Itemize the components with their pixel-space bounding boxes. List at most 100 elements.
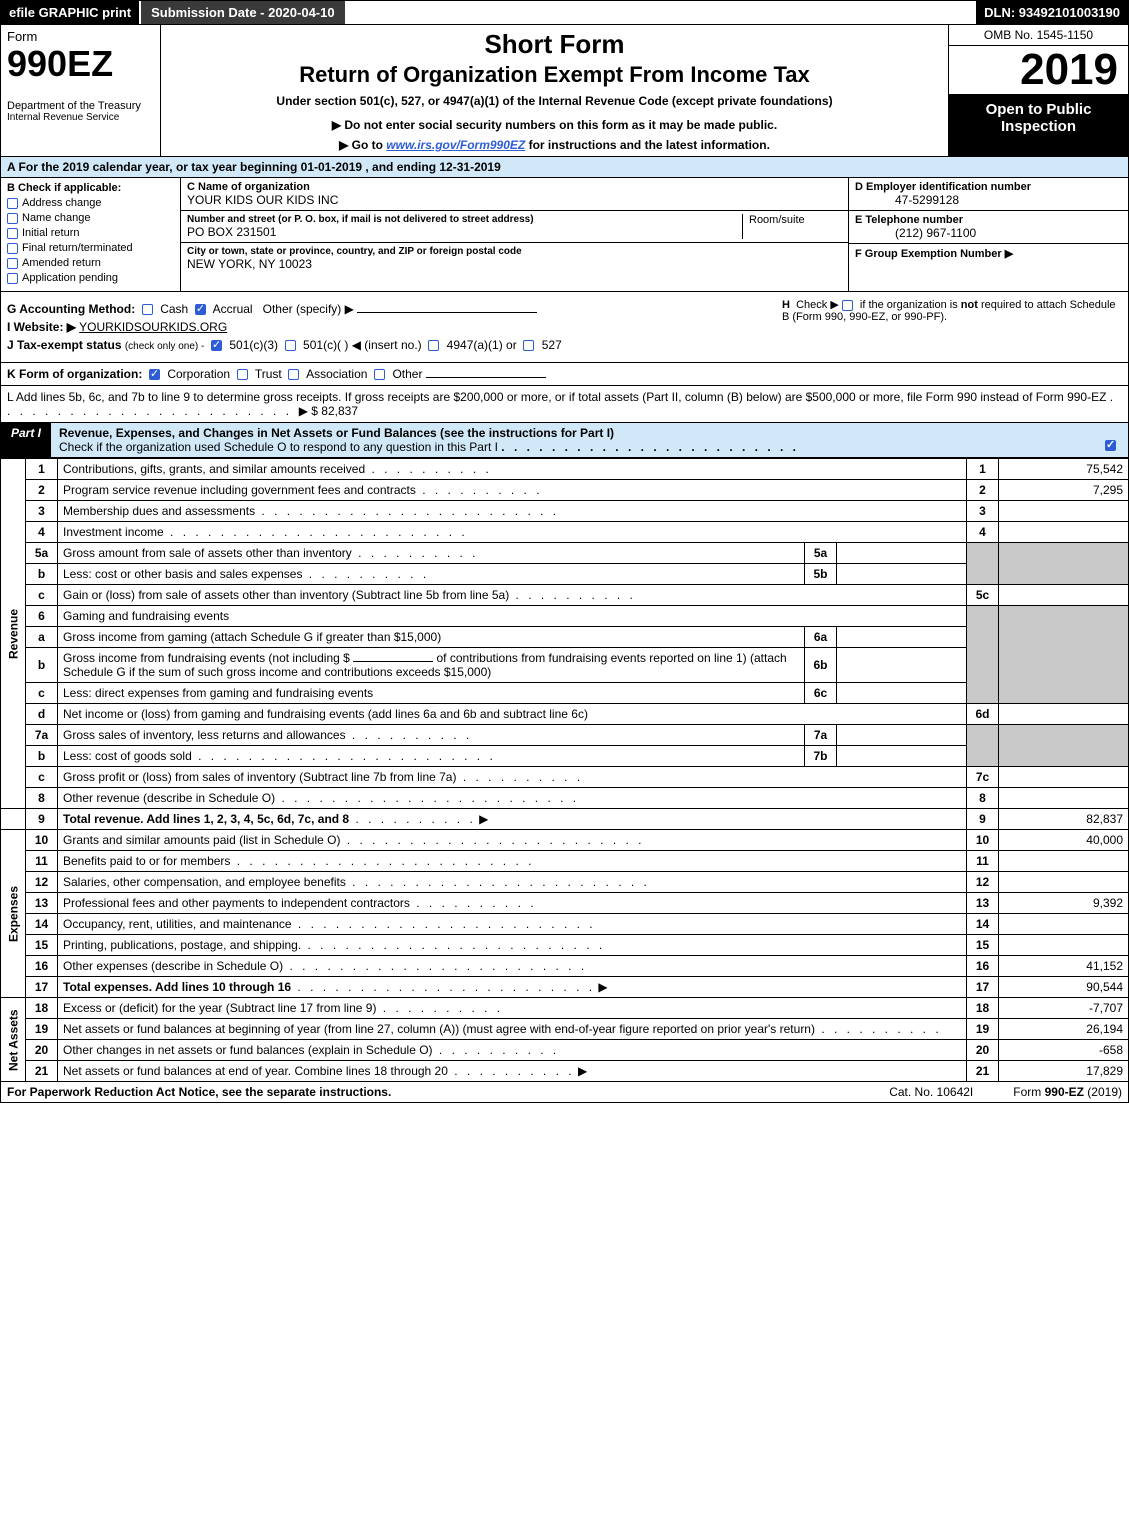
gross-receipts-value: $ 82,837 [311,404,358,418]
org-name-label: C Name of organization [187,181,338,193]
line-1-ref: 1 [967,459,999,480]
checkbox-icon[interactable] [7,243,18,254]
section-e: E Telephone number (212) 967-1100 [849,211,1128,244]
accounting-method-label: G Accounting Method: [7,302,135,316]
line-14-value [999,914,1129,935]
line-7b-inner-value [837,746,967,767]
line-16: 16 Other expenses (describe in Schedule … [1,956,1129,977]
org-name-value: YOUR KIDS OUR KIDS INC [187,193,338,207]
org-name-row: C Name of organization YOUR KIDS OUR KID… [181,178,848,211]
chk-association[interactable] [288,369,299,380]
line-5a-text: Gross amount from sale of assets other t… [63,546,352,560]
line-17-text: Total expenses. Add lines 10 through 16 [63,980,291,994]
line-12-num: 12 [26,872,58,893]
line-7a-inner-value [837,725,967,746]
checkbox-icon[interactable] [7,258,18,269]
section-j: J Tax-exempt status (check only one) - 5… [7,338,1122,352]
irs-link[interactable]: www.irs.gov/Form990EZ [386,138,525,152]
line-17-num: 17 [26,977,58,998]
website-value[interactable]: YOURKIDSOURKIDS.ORG [79,320,227,334]
chk-initial-return[interactable]: Initial return [7,227,174,239]
line-5b-num: b [26,564,58,585]
row-a-tax-year: A For the 2019 calendar year, or tax yea… [0,157,1129,178]
section-k: K Form of organization: Corporation Trus… [0,363,1129,385]
line-10-num: 10 [26,830,58,851]
form-header: Form 990EZ Department of the Treasury In… [0,25,1129,157]
efile-print-label[interactable]: efile GRAPHIC print [1,1,139,24]
checkbox-cash[interactable] [142,304,153,315]
line-14-ref: 14 [967,914,999,935]
line-13-ref: 13 [967,893,999,914]
line-11-value [999,851,1129,872]
other-org-input[interactable] [426,377,546,378]
chk-other-org[interactable] [374,369,385,380]
chk-name-change[interactable]: Name change [7,212,174,224]
chk-4947[interactable] [428,340,439,351]
goto-line: ▶ Go to www.irs.gov/Form990EZ for instru… [169,138,940,152]
chk-final-return[interactable]: Final return/terminated [7,242,174,254]
line-21-num: 21 [26,1061,58,1082]
line-11-num: 11 [26,851,58,872]
chk-address-change[interactable]: Address change [7,197,174,209]
line-11: 11 Benefits paid to or for members 11 [1,851,1129,872]
chk-application-pending-label: Application pending [22,272,118,284]
line-20-value: -658 [999,1040,1129,1061]
checkbox-accrual[interactable] [195,304,206,315]
other-specify-input[interactable] [357,312,537,313]
chk-501c3[interactable] [211,340,222,351]
checkbox-sched-b[interactable] [842,300,853,311]
chk-amended-return[interactable]: Amended return [7,257,174,269]
goto-pre: ▶ Go to [339,138,386,152]
group-exemption-label: F Group Exemption Number ▶ [855,247,1122,260]
chk-501c[interactable] [285,340,296,351]
line-18-value: -7,707 [999,998,1129,1019]
line-6a-inner-value [837,627,967,648]
line-6-num: 6 [26,606,58,627]
section-def: D Employer identification number 47-5299… [848,178,1128,291]
goto-post: for instructions and the latest informat… [525,138,770,152]
line-7c: c Gross profit or (loss) from sales of i… [1,767,1129,788]
checkbox-icon[interactable] [7,198,18,209]
chk-schedule-o[interactable] [1105,440,1116,451]
chk-527[interactable] [523,340,534,351]
checkbox-icon[interactable] [7,228,18,239]
room-suite-label: Room/suite [742,214,842,239]
line-1-num: 1 [26,459,58,480]
ein-label: D Employer identification number [855,181,1122,193]
line-18-num: 18 [26,998,58,1019]
line-5c-ref: 5c [967,585,999,606]
form-of-org-label: K Form of organization: [7,367,142,381]
under-section-text: Under section 501(c), 527, or 4947(a)(1)… [169,94,940,108]
checkbox-icon[interactable] [7,273,18,284]
line-6c-inner-value [837,683,967,704]
line-6b-inner-value [837,648,967,683]
line-15: 15 Printing, publications, postage, and … [1,935,1129,956]
chk-application-pending[interactable]: Application pending [7,272,174,284]
opt-corporation: Corporation [167,367,230,381]
line-6a-num: a [26,627,58,648]
line-7b: b Less: cost of goods sold 7b [1,746,1129,767]
ssn-warning: ▶ Do not enter social security numbers o… [169,118,940,132]
line-6b-num: b [26,648,58,683]
line-8-value [999,788,1129,809]
line-15-text: Printing, publications, postage, and shi… [63,938,301,952]
form-title-block: Short Form Return of Organization Exempt… [161,25,948,156]
line-17: 17 Total expenses. Add lines 10 through … [1,977,1129,998]
city-value: NEW YORK, NY 10023 [187,257,522,271]
line-10-ref: 10 [967,830,999,851]
line-6b-blank[interactable] [353,661,433,662]
line-12-text: Salaries, other compensation, and employ… [63,875,346,889]
tax-exempt-label: J Tax-exempt status [7,338,122,352]
line-10-text: Grants and similar amounts paid (list in… [63,833,340,847]
line-19-text: Net assets or fund balances at beginning… [63,1022,815,1036]
line-5a-inner-value [837,543,967,564]
chk-corporation[interactable] [149,369,160,380]
part-1-table: Revenue 1 Contributions, gifts, grants, … [0,458,1129,1082]
part-1-title-text: Revenue, Expenses, and Changes in Net As… [59,426,614,440]
line-14-text: Occupancy, rent, utilities, and maintena… [63,917,292,931]
top-bar: efile GRAPHIC print Submission Date - 20… [0,0,1129,25]
line-5a: 5a Gross amount from sale of assets othe… [1,543,1129,564]
chk-trust[interactable] [237,369,248,380]
checkbox-icon[interactable] [7,213,18,224]
revenue-side-label: Revenue [1,459,26,809]
